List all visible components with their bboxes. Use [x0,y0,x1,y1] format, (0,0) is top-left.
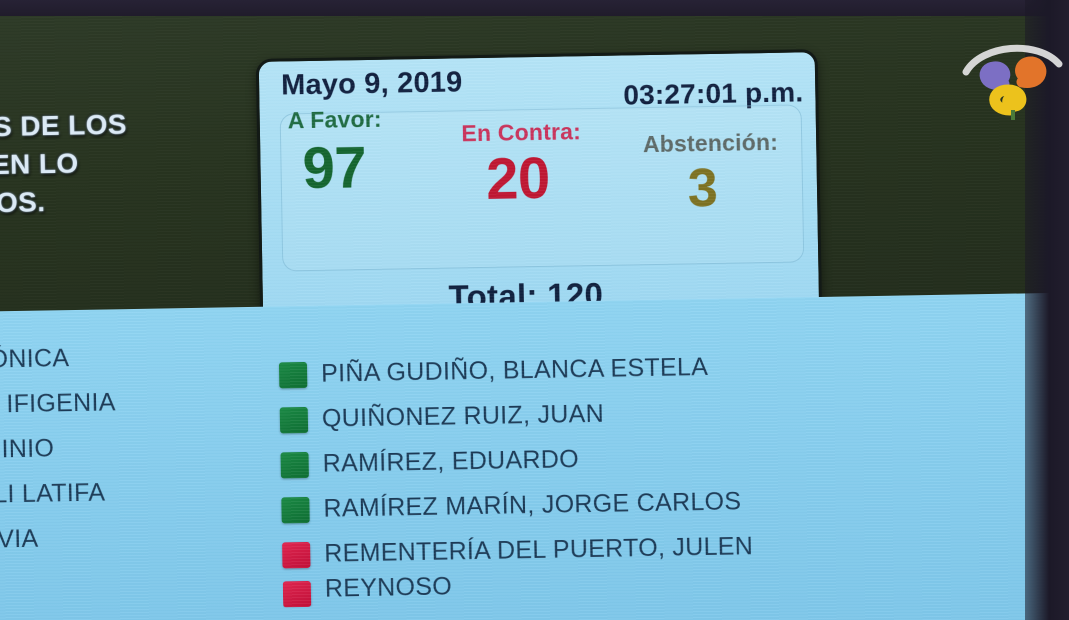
legislator-name: PIÑA GUDIÑO, BLANCA ESTELA [320,352,709,388]
tally-a-favor: A Favor: 97 [274,105,448,283]
legislator-name: REMENTERÍA DEL PUERTO, JULEN [324,532,754,568]
legislator-name: REYNOSO [324,572,453,603]
tally-en-contra-value: 20 [485,145,551,212]
tally-abstencion-value: 3 [687,157,718,219]
headline-text: NES DE LOS N, EN LO ADOS. [0,103,255,223]
legislator-name: QUIÑONEZ RUIZ, JUAN [321,399,605,433]
tally-en-contra-label: En Contra: [461,118,582,147]
vote-swatch-contra-icon [282,580,312,608]
headline-line-3: ADOS. [0,186,46,219]
logo-svg [962,44,1063,120]
screen-right-edge [1025,0,1069,620]
headline-line-1: NES DE LOS [0,108,128,143]
headline-line-2: N, EN LO [0,147,79,181]
vote-swatch-contra-icon [282,541,311,568]
tally-abstencion-label: Abstención: [642,128,779,158]
list-item: DA, HIGINIO [0,434,55,465]
vote-summary-card: Mayo 9, 2019 03:27:01 p.m. A Favor: 97 E… [255,49,823,331]
list-item: , MAYULI LATIFA [0,478,106,510]
tally-en-contra: En Contra: 20 [445,102,623,280]
list-item: ÁNDEZ, IFIGENIA [0,388,116,420]
session-date: Mayo 9, 2019 [280,66,463,102]
tally-a-favor-label: A Favor: [287,105,383,134]
tally-abstencion: Abstención: 3 [620,98,806,276]
canal-del-congreso-logo-icon [960,28,1066,120]
list-item: DO, NUVIA [0,524,39,555]
vote-swatch-favor-icon [279,406,309,433]
screen-top-edge [0,0,1069,16]
legislator-name: RAMÍREZ MARÍN, JORGE CARLOS [323,487,742,523]
vote-swatch-favor-icon [281,496,310,523]
legislator-name: RAMÍREZ, EDUARDO [322,445,580,478]
tally-group: A Favor: 97 En Contra: 20 Abstención: 3 [274,98,807,282]
roster-main-column: PIÑA GUDIÑO, BLANCA ESTELA QUIÑONEZ RUIZ… [278,339,1043,608]
list-item: A, VERÓNICA [0,344,70,375]
vote-swatch-favor-icon [278,361,308,388]
roster-panel: A, VERÓNICA ÁNDEZ, IFIGENIA DA, HIGINIO … [0,292,1069,620]
roster-left-column: A, VERÓNICA ÁNDEZ, IFIGENIA DA, HIGINIO … [0,334,208,564]
tally-a-favor-value: 97 [302,135,367,202]
vote-swatch-favor-icon [280,451,309,478]
